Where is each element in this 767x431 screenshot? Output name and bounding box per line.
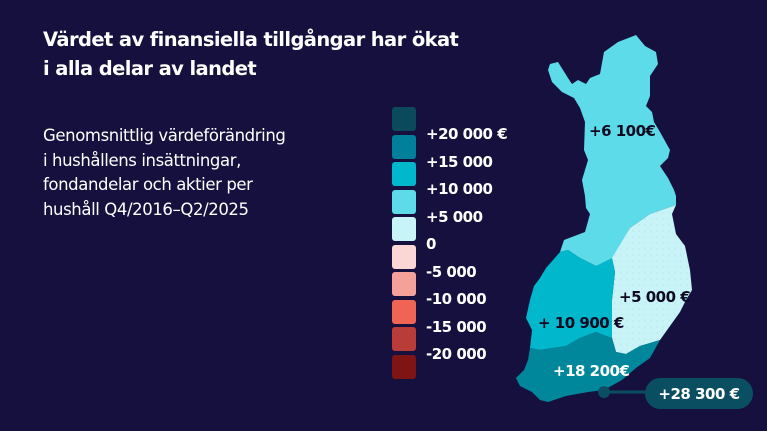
chart-subtitle: Genomsnittlig värdeförändring i hushålle… [43,124,363,222]
legend-swatch-neg10000 [392,272,416,296]
helsinki-callout: +28 300 € [645,378,753,409]
chart-title: Värdet av finansiella tillgångar har öka… [43,25,483,83]
legend-label: +15 000 [426,152,493,171]
legend-label: 0 [426,235,436,253]
legend-label: -15 000 [426,317,487,336]
legend-label: +10 000 [426,180,493,198]
legend-label: -10 000 [426,290,487,308]
subtitle-line-1: Genomsnittlig värdeförändring [43,126,286,145]
legend-swatch-neg15000 [392,299,416,324]
legend-swatch-10000 [392,162,416,186]
legend-label: -20 000 [426,345,487,363]
region-north [548,35,676,266]
region-label-east: +5 000 € [619,288,691,306]
legend-swatch-20000 [392,107,416,131]
title-line-2: i alla delar av landet [43,57,257,80]
subtitle-line-3: fondandelar och aktier per [43,175,253,194]
legend-label: -5 000 [426,262,477,281]
legend-swatch-min [392,354,416,379]
legend-swatch-0 [392,217,416,241]
legend-swatch-neg20000 [392,327,416,351]
legend-swatch-5000 [392,189,416,214]
region-label-west: + 10 900 € [538,314,624,332]
legend-swatch-15000 [392,134,416,159]
region-west [526,250,615,350]
legend-label: +20 000 € [426,125,508,143]
subtitle-line-2: i hushållens insättningar, [43,150,241,170]
title-line-1: Värdet av finansiella tillgångar har öka… [43,28,459,51]
legend-label: +5 000 [426,207,483,226]
region-label-south: +18 200€ [553,362,630,380]
region-east-dots [612,205,692,354]
region-south [516,332,660,402]
helsinki-marker [598,386,610,398]
legend-swatch-neg5000 [392,244,416,269]
region-label-north: +6 100€ [589,122,656,140]
subtitle-line-4: hushåll Q4/2016–Q2/2025 [43,199,249,219]
